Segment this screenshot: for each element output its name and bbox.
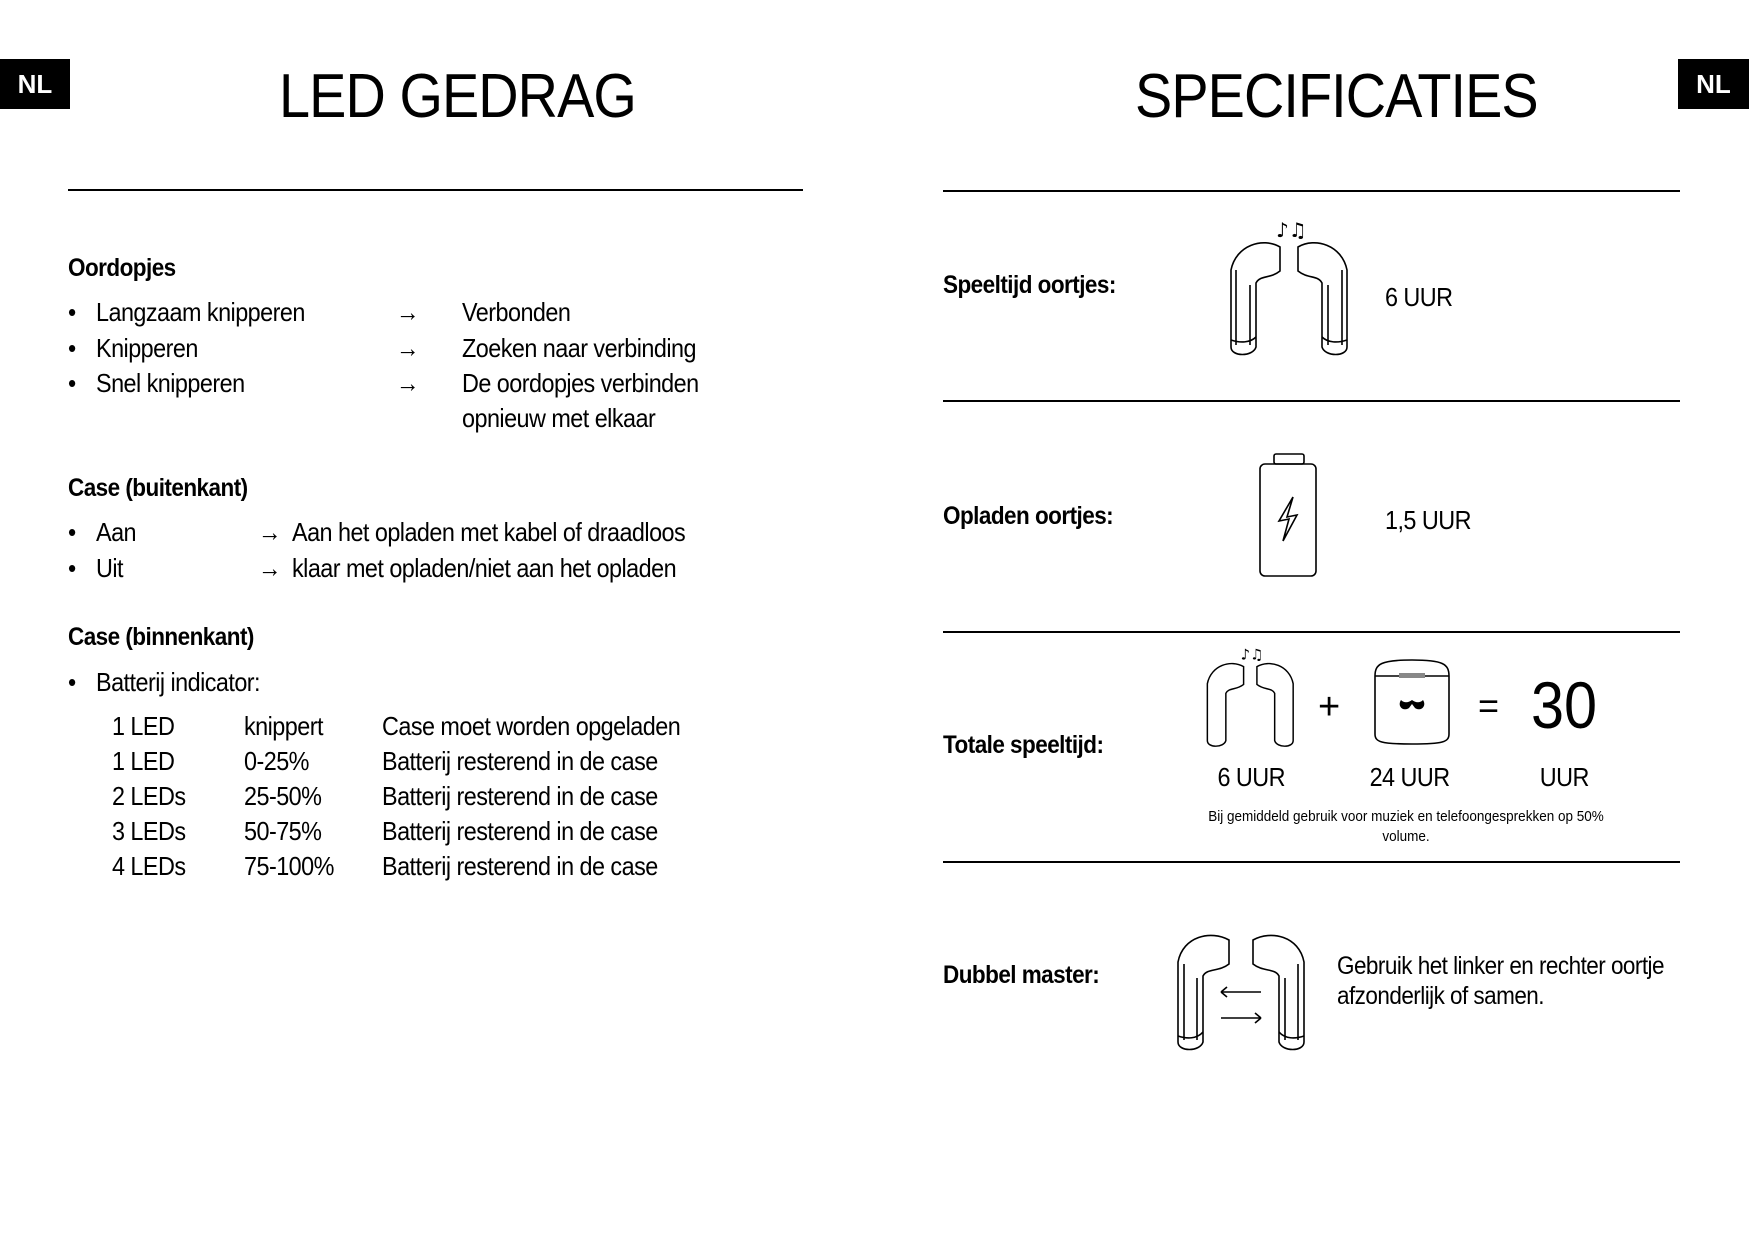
dual-master-text: Gebruik het linker en rechter oortje — [1337, 952, 1665, 980]
led-description: Case moet worden opgeladen — [382, 711, 681, 741]
led-meaning: De oordopjes verbinden — [462, 368, 699, 398]
divider — [943, 400, 1680, 402]
led-description: Batterij resterend in de case — [382, 816, 658, 846]
battery-range: 0-25% — [244, 746, 309, 776]
led-state: Knipperen — [96, 333, 198, 363]
arrow-icon: → — [396, 333, 419, 363]
led-count: 2 LEDs — [112, 781, 186, 811]
total-hours-unit: UUR — [1539, 762, 1590, 792]
earbuds-hours: 6 UUR — [1217, 762, 1286, 792]
battery-range: 25-50% — [244, 781, 322, 811]
divider — [68, 189, 803, 191]
language-badge-left: NL — [0, 59, 70, 109]
led-meaning: Zoeken naar verbinding — [462, 333, 697, 363]
led-meaning: klaar met opladen/niet aan het opladen — [292, 553, 677, 583]
charging-case-icon — [1374, 659, 1450, 745]
charging-label: Opladen oortjes: — [943, 502, 1114, 530]
led-count: 4 LEDs — [112, 851, 186, 881]
led-count: 1 LED — [112, 711, 175, 741]
case-inside-heading: Case (binnenkant) — [68, 623, 254, 651]
charging-value: 1,5 UUR — [1385, 505, 1471, 535]
battery-range: 50-75% — [244, 816, 322, 846]
led-count: 3 LEDs — [112, 816, 186, 846]
led-count: 1 LED — [112, 746, 175, 776]
led-meaning: Verbonden — [462, 297, 571, 327]
usage-note-cont: volume. — [1382, 828, 1430, 845]
bullet: • — [68, 667, 76, 697]
plus-sign: + — [1318, 686, 1341, 728]
battery-charging-icon — [1259, 453, 1317, 577]
led-meaning-cont: opnieuw met elkaar — [462, 403, 656, 433]
svg-text:♪♫: ♪♫ — [1276, 218, 1307, 242]
divider — [943, 190, 1680, 192]
svg-text:♪♫: ♪♫ — [1241, 646, 1264, 663]
bullet: • — [68, 333, 76, 363]
earbuds-music-icon: ♪♫ — [1206, 646, 1294, 747]
divider — [943, 861, 1680, 863]
battery-range: 75-100% — [244, 851, 334, 881]
earbuds-music-icon: ♪♫ — [1230, 218, 1348, 356]
led-behavior-title: LED GEDRAG — [279, 62, 637, 131]
earbuds-heading: Oordopjes — [68, 254, 176, 282]
led-description: Batterij resterend in de case — [382, 781, 658, 811]
playtime-value: 6 UUR — [1385, 282, 1453, 312]
case-outside-heading: Case (buitenkant) — [68, 474, 248, 502]
arrow-icon: → — [258, 553, 281, 583]
dual-master-label: Dubbel master: — [943, 961, 1100, 989]
led-state: Snel knipperen — [96, 368, 245, 398]
total-playtime-label: Totale speeltijd: — [943, 731, 1104, 759]
led-state: Uit — [96, 553, 124, 583]
arrow-icon: → — [396, 368, 419, 398]
led-description: Batterij resterend in de case — [382, 851, 658, 881]
case-hours: 24 UUR — [1369, 762, 1451, 792]
battery-indicator-label: Batterij indicator: — [96, 667, 261, 697]
equals-sign: = — [1478, 685, 1500, 726]
led-state: Aan — [96, 517, 137, 547]
battery-range: knippert — [244, 711, 323, 741]
bullet: • — [68, 553, 76, 583]
led-description: Batterij resterend in de case — [382, 746, 658, 776]
divider — [943, 631, 1680, 633]
total-hours-number: 30 — [1531, 668, 1598, 742]
language-badge-right: NL — [1678, 59, 1749, 109]
arrow-icon: → — [396, 297, 419, 327]
playtime-label: Speeltijd oortjes: — [943, 271, 1116, 299]
led-meaning: Aan het opladen met kabel of draadloos — [292, 517, 686, 547]
bullet: • — [68, 297, 76, 327]
bullet: • — [68, 517, 76, 547]
dual-master-text-cont: afzonderlijk of samen. — [1337, 982, 1545, 1010]
bullet: • — [68, 368, 76, 398]
usage-note: Bij gemiddeld gebruik voor muziek en tel… — [1208, 808, 1604, 825]
arrow-icon: → — [258, 517, 281, 547]
specifications-title: SPECIFICATIES — [1135, 62, 1539, 131]
led-state: Langzaam knipperen — [96, 297, 305, 327]
dual-master-earbuds-icon — [1177, 934, 1305, 1051]
